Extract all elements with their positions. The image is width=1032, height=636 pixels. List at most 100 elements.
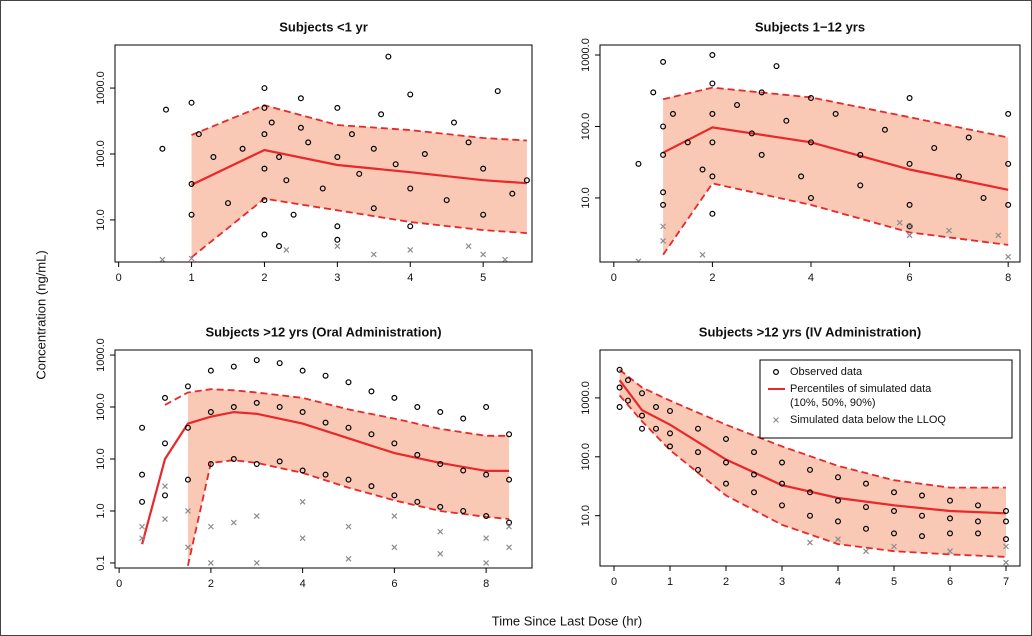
observed-point <box>666 443 673 450</box>
observed-point <box>506 476 513 483</box>
x-tick-label: 8 <box>483 578 489 590</box>
observed-point <box>261 85 268 92</box>
legend-marker <box>772 369 779 376</box>
observed-point <box>918 492 925 499</box>
observed-point <box>857 182 864 189</box>
observed-point <box>1005 110 1012 117</box>
legend-box <box>759 359 1013 439</box>
observed-point <box>778 480 785 487</box>
legend-label: Simulated data below the LLOQ <box>790 414 946 426</box>
observed-point <box>480 211 487 218</box>
observed-point <box>391 492 398 499</box>
observed-point <box>322 419 329 426</box>
x-tick-label: 6 <box>391 578 397 590</box>
blq-point <box>502 256 508 262</box>
observed-point <box>348 131 355 138</box>
observed-point <box>414 498 421 505</box>
observed-point <box>906 95 913 102</box>
y-tick-label: 100.0 <box>580 443 592 471</box>
observed-point <box>906 223 913 230</box>
observed-point <box>385 53 392 60</box>
blq-point <box>660 238 667 244</box>
y-tick-label: 1.0 <box>95 503 107 518</box>
observed-point <box>407 223 414 230</box>
panel: Subjects 1−12 yrs 0 2 4 6 8 10.0 100.0 1000.0 <box>580 19 1021 284</box>
observed-point <box>239 145 246 152</box>
observed-point <box>368 483 375 490</box>
observed-point <box>750 449 757 456</box>
blq-point <box>185 544 191 551</box>
blq-point <box>159 256 166 262</box>
observed-point <box>261 131 268 138</box>
blq-point <box>1005 253 1012 260</box>
observed-point <box>834 518 841 525</box>
blq-point <box>483 560 490 566</box>
observed-point <box>694 449 701 456</box>
blq-point <box>185 508 191 514</box>
observed-point <box>345 476 352 483</box>
blq-point <box>437 528 444 535</box>
panel: Subjects >12 yrs (IV Administration) 0 1 2 3… <box>580 324 1021 588</box>
observed-point <box>931 144 938 151</box>
observed-point <box>334 236 341 243</box>
y-tick-label: 1000.0 <box>95 71 107 105</box>
observed-point <box>709 110 716 117</box>
observed-point <box>184 424 191 431</box>
observed-point <box>1002 536 1009 543</box>
blq-point <box>835 536 841 543</box>
blq-point <box>660 223 667 230</box>
blq-point <box>1003 543 1009 550</box>
percentile-line <box>662 126 1009 191</box>
observed-point <box>660 58 667 65</box>
observed-point <box>750 471 757 478</box>
observed-point <box>268 119 275 126</box>
observed-point <box>807 194 814 201</box>
observed-point <box>684 139 691 146</box>
percentile-line <box>618 394 1007 558</box>
observed-point <box>980 194 987 201</box>
observed-point <box>261 165 268 172</box>
observed-point <box>230 404 237 411</box>
observed-point <box>370 145 377 152</box>
x-tick-label: 0 <box>611 272 617 284</box>
observed-point <box>709 139 716 146</box>
observed-point <box>1005 201 1012 208</box>
x-tick-label: 6 <box>947 576 953 588</box>
observed-point <box>465 139 472 146</box>
observed-point <box>669 110 676 117</box>
blq-point <box>283 247 290 253</box>
observed-point <box>635 160 642 167</box>
observed-point <box>437 461 444 468</box>
observed-point <box>253 461 260 468</box>
observed-point <box>483 404 490 411</box>
observed-point <box>494 88 501 95</box>
observed-point <box>773 63 780 70</box>
x-tick-label: 3 <box>334 272 340 284</box>
y-axis-title: Concentration (ng/mL) <box>33 250 48 379</box>
blq-point <box>807 539 813 546</box>
y-tick-label: 1000.0 <box>95 338 107 372</box>
observed-point <box>159 145 166 152</box>
observed-point <box>638 390 645 397</box>
observed-point <box>694 466 701 473</box>
y-tick-label: 10.0 <box>580 505 592 526</box>
observed-point <box>974 530 981 537</box>
x-axis-title: Time Since Last Dose (hr) <box>492 613 643 628</box>
observed-point <box>224 200 231 207</box>
percentile-band <box>191 105 527 258</box>
observed-point <box>1002 508 1009 515</box>
observed-point <box>807 139 814 146</box>
legend-label: (10%, 50%, 90%) <box>790 397 876 409</box>
plot-area <box>635 51 1012 262</box>
observed-point <box>356 170 363 177</box>
observed-point <box>322 372 329 379</box>
observed-point <box>276 404 283 411</box>
x-tick-label: 4 <box>835 576 841 588</box>
blq-point <box>253 513 260 519</box>
x-tick-label: 8 <box>1005 272 1011 284</box>
observed-point <box>139 471 146 478</box>
x-tick-label: 3 <box>779 576 785 588</box>
observed-point <box>162 440 169 447</box>
observed-point <box>368 431 375 438</box>
blq-point <box>391 544 398 551</box>
